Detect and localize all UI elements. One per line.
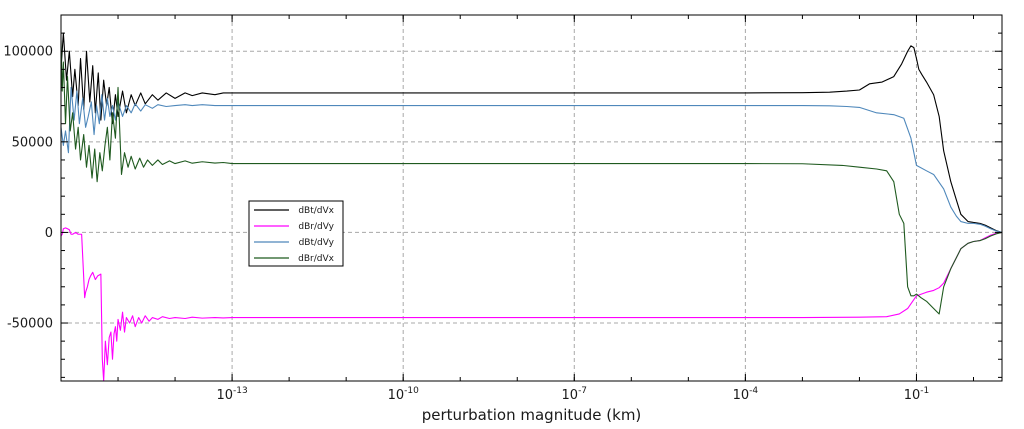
x-tick-base: 10 <box>562 388 579 403</box>
x-tick-exponent: -13 <box>233 386 248 396</box>
grid-lines <box>61 15 1002 381</box>
y-tick-label: 50000 <box>12 135 53 150</box>
y-tick-label: 100000 <box>3 45 53 60</box>
x-tick-exponent: -1 <box>920 386 929 396</box>
series-line-3 <box>61 86 1002 233</box>
y-tick-labels: 100000 50000 0 -50000 <box>3 45 53 332</box>
plot-frame <box>60 14 1003 382</box>
x-tick-exponent: -4 <box>749 386 758 396</box>
axis-ticks <box>60 15 1002 381</box>
x-tick-labels: 10-13 10-10 10-7 10-4 10-1 <box>216 386 929 403</box>
legend-label: dBr/dVx <box>298 254 334 264</box>
legend: dBt/dVx dBr/dVy dBt/dVy dBr/dVx <box>248 200 344 267</box>
x-tick-exponent: -7 <box>578 386 587 396</box>
x-axis-title: perturbation magnitude (km) <box>422 406 642 424</box>
legend-label: dBr/dVy <box>298 222 334 232</box>
series-line-4 <box>61 40 1002 315</box>
x-tick-base: 10 <box>733 388 750 403</box>
y-tick-label: -50000 <box>7 317 53 332</box>
series-line-2 <box>61 227 1002 381</box>
legend-label: dBt/dVy <box>299 238 335 248</box>
x-tick-label: 10-13 <box>216 386 247 403</box>
x-tick-label: 10-4 <box>733 386 759 403</box>
x-tick-exponent: -10 <box>404 386 419 396</box>
y-tick-label: 0 <box>45 226 53 241</box>
legend-label: dBt/dVx <box>298 206 334 216</box>
x-tick-label: 10-1 <box>904 386 930 403</box>
x-tick-base: 10 <box>216 388 233 403</box>
x-tick-label: 10-10 <box>388 386 420 403</box>
series-lines <box>61 32 1002 381</box>
x-tick-label: 10-7 <box>562 386 588 403</box>
x-tick-base: 10 <box>388 388 405 403</box>
legend-box <box>248 200 344 267</box>
x-tick-base: 10 <box>904 388 921 403</box>
series-line-1 <box>61 32 1002 233</box>
